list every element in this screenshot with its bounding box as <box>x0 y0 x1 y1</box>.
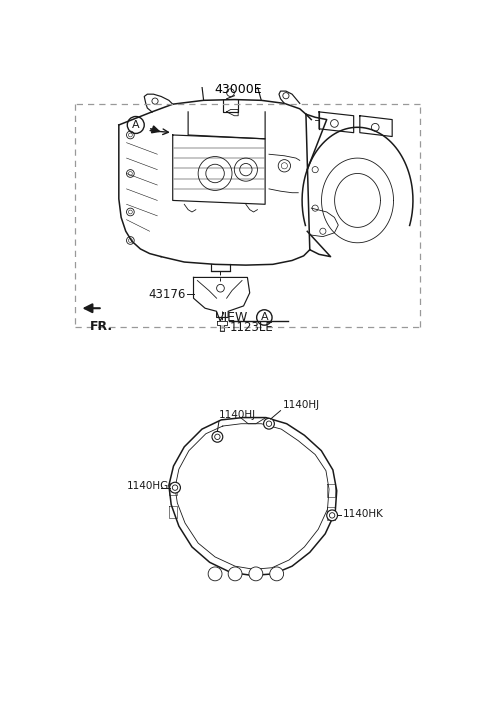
Circle shape <box>208 567 222 581</box>
Text: 1140HJ: 1140HJ <box>283 400 320 410</box>
Text: FR.: FR. <box>90 320 113 333</box>
Text: A: A <box>261 313 268 323</box>
Text: 43000E: 43000E <box>215 83 262 96</box>
Circle shape <box>170 482 181 493</box>
Text: 1140HK: 1140HK <box>343 509 384 519</box>
Polygon shape <box>169 417 337 575</box>
Circle shape <box>330 513 335 518</box>
Circle shape <box>249 567 263 581</box>
Text: 43176: 43176 <box>148 288 186 301</box>
Text: 1123LE: 1123LE <box>230 321 274 334</box>
Text: 1140HJ: 1140HJ <box>219 410 256 420</box>
Text: A: A <box>132 120 139 130</box>
Text: 1140HG: 1140HG <box>127 481 170 491</box>
Circle shape <box>212 431 223 442</box>
Circle shape <box>266 421 272 427</box>
Circle shape <box>327 510 338 521</box>
Circle shape <box>215 434 220 440</box>
Circle shape <box>263 418 274 429</box>
Circle shape <box>228 567 242 581</box>
Text: VIEW: VIEW <box>216 311 248 324</box>
Circle shape <box>172 485 178 490</box>
Circle shape <box>270 567 284 581</box>
